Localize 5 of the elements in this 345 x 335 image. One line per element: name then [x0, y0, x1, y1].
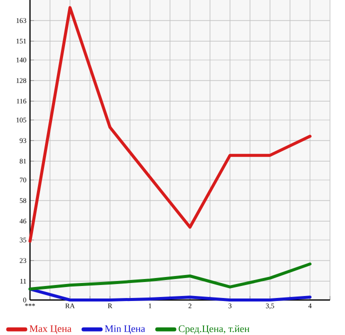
- legend-label: Min Цена: [104, 325, 146, 334]
- line-series: [28, 6, 312, 243]
- legend-label: Сред.Цена, т.йен: [178, 325, 250, 334]
- line-series: [28, 262, 312, 291]
- legend-label: Max Цена: [30, 325, 72, 334]
